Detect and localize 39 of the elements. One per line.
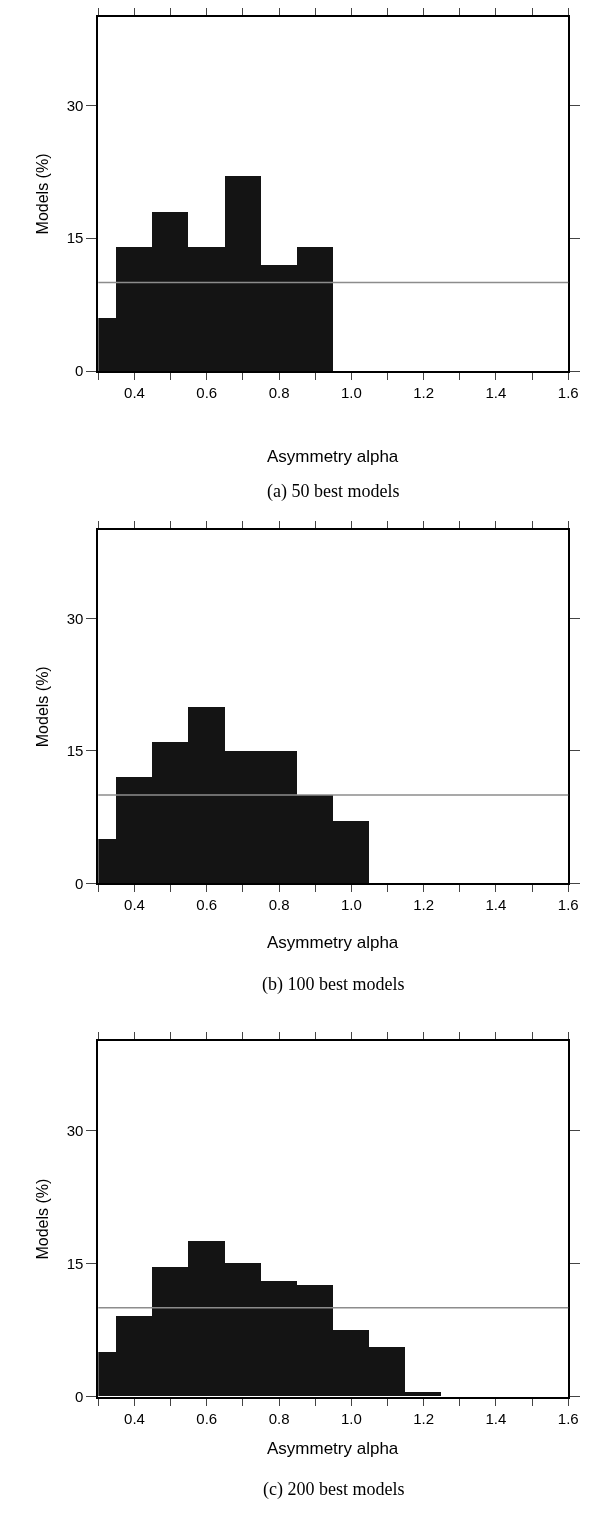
y-tick-label: 30 <box>66 609 84 627</box>
x-axis-title: Asymmetry alpha <box>267 933 399 952</box>
x-tick-label: 1.4 <box>485 384 507 402</box>
x-tick-label: 0.4 <box>124 1409 145 1427</box>
x-tick-label: 1.6 <box>557 384 579 402</box>
x-tick-label: 1.6 <box>557 896 579 914</box>
text: (c) 200 best models <box>263 1479 405 1500</box>
x-tick-label: 1.0 <box>340 896 362 914</box>
x-tick-label: 0.8 <box>268 384 290 402</box>
y-tick-label: 15 <box>66 742 84 760</box>
x-tick-label: 0.8 <box>268 1409 290 1427</box>
x-tick-label: 1.2 <box>413 384 435 402</box>
y-tick-label: 30 <box>66 1121 84 1139</box>
text: (a) 50 best models <box>267 481 400 502</box>
x-tick-label: 0.6 <box>196 384 218 402</box>
x-tick-label: 1.0 <box>340 384 362 402</box>
y-tick-label: 15 <box>66 1254 84 1272</box>
y-tick-label: 0 <box>74 874 84 892</box>
x-axis-title: Asymmetry alpha <box>267 1439 399 1458</box>
y-tick-label: 0 <box>74 1387 84 1405</box>
y-tick-label: 0 <box>74 362 84 380</box>
x-tick-label: 1.2 <box>413 896 435 914</box>
text: (b) 100 best models <box>262 974 405 995</box>
x-tick-label: 0.8 <box>268 896 290 914</box>
y-axis-title: Models (%) <box>34 153 52 235</box>
x-tick-label: 1.2 <box>413 1409 435 1427</box>
y-axis-title: Models (%) <box>34 1178 52 1260</box>
x-tick-label: 1.0 <box>340 1409 362 1427</box>
x-tick-label: 1.4 <box>485 896 507 914</box>
x-tick-label: 0.4 <box>124 896 145 914</box>
x-tick-label: 1.6 <box>557 1409 579 1427</box>
y-axis-title: Models (%) <box>34 666 52 748</box>
x-tick-label: 1.4 <box>485 1409 507 1427</box>
x-tick-label: 0.4 <box>124 384 145 402</box>
x-tick-label: 0.6 <box>196 1409 218 1427</box>
x-axis-title: Asymmetry alpha <box>267 447 399 466</box>
y-tick-label: 30 <box>66 96 84 114</box>
x-tick-label: 0.6 <box>196 896 218 914</box>
y-tick-label: 15 <box>66 229 84 247</box>
